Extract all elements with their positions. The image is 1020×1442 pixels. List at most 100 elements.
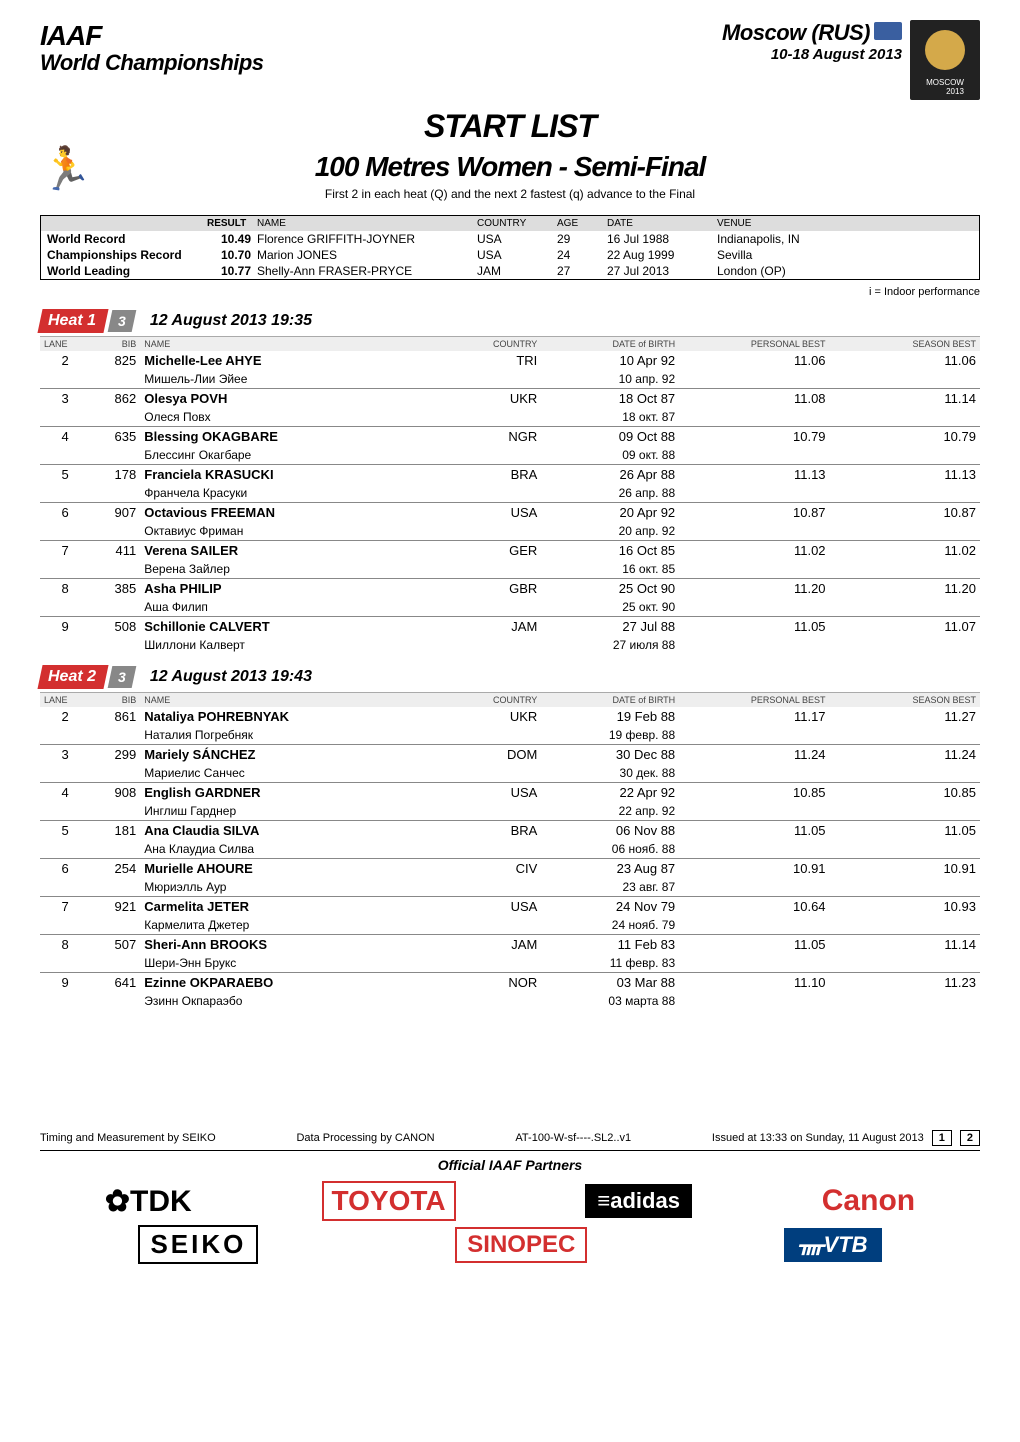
- dob: 03 Mar 88: [541, 973, 679, 993]
- tdk-logo: ✿TDK: [105, 1184, 192, 1219]
- bib: 635: [90, 427, 140, 447]
- table-row: 6907Octavious FREEMANUSA20 Apr 9210.8710…: [40, 503, 980, 523]
- col-head-dob: DATE of BIRTH: [541, 693, 679, 708]
- country: JAM: [466, 935, 541, 955]
- heat-time: 12 August 2013 19:35: [150, 312, 312, 330]
- dob-alt: 19 февр. 88: [541, 726, 679, 745]
- dob: 20 Apr 92: [541, 503, 679, 523]
- table-row: 4635Blessing OKAGBARENGR09 Oct 8810.7910…: [40, 427, 980, 447]
- runner-icon: 🏃: [40, 145, 92, 194]
- sb: 11.20: [830, 579, 980, 599]
- pb: 10.87: [679, 503, 829, 523]
- lane: 5: [40, 821, 90, 841]
- table-row-translit: Кармелита Джетер24 нояб. 79: [40, 916, 980, 935]
- bib: 178: [90, 465, 140, 485]
- country: USA: [466, 897, 541, 917]
- athlete-translit: Блессинг Окагбаре: [140, 446, 466, 465]
- table-row: 9641Ezinne OKPARAEBONOR03 Mar 8811.1011.…: [40, 973, 980, 993]
- record-date: 16 Jul 1988: [607, 232, 717, 246]
- lane: 9: [40, 617, 90, 637]
- bib: 921: [90, 897, 140, 917]
- bib: 411: [90, 541, 140, 561]
- athlete-translit: Инглиш Гарднер: [140, 802, 466, 821]
- sb: 11.23: [830, 973, 980, 993]
- athlete-translit: Шери-Энн Брукс: [140, 954, 466, 973]
- dob-alt: 10 апр. 92: [541, 370, 679, 389]
- table-row-translit: Шиллони Калверт27 июля 88: [40, 636, 980, 654]
- org-name: IAAF: [40, 20, 264, 52]
- country: BRA: [466, 821, 541, 841]
- pb: 10.64: [679, 897, 829, 917]
- pb: 11.08: [679, 389, 829, 409]
- pb: 11.02: [679, 541, 829, 561]
- dob-alt: 30 дек. 88: [541, 764, 679, 783]
- footer-bar: Timing and Measurement by SEIKO Data Pro…: [40, 1130, 980, 1151]
- bib: 907: [90, 503, 140, 523]
- record-country: USA: [477, 248, 557, 262]
- heat-time: 12 August 2013 19:43: [150, 668, 312, 686]
- lane: 4: [40, 427, 90, 447]
- col-head: VENUE: [717, 218, 973, 229]
- lane: 8: [40, 935, 90, 955]
- record-label: World Leading: [47, 264, 207, 278]
- athlete-name: Murielle AHOURE: [140, 859, 466, 879]
- col-head-country: COUNTRY: [466, 337, 541, 352]
- record-country: JAM: [477, 264, 557, 278]
- table-row: 7921Carmelita JETERUSA24 Nov 7910.6410.9…: [40, 897, 980, 917]
- bib: 862: [90, 389, 140, 409]
- athlete-name: Schillonie CALVERT: [140, 617, 466, 637]
- dob: 10 Apr 92: [541, 351, 679, 370]
- athlete-name: Ana Claudia SILVA: [140, 821, 466, 841]
- heat-block: Heat 2312 August 2013 19:43LANEBIBNAMECO…: [40, 664, 980, 1010]
- lane: 2: [40, 707, 90, 726]
- athlete-name: Nataliya POHREBNYAK: [140, 707, 466, 726]
- heat-ord: 3: [108, 666, 136, 688]
- dob-alt: 16 окт. 85: [541, 560, 679, 579]
- dates: 10-18 August 2013: [771, 46, 902, 63]
- record-age: 27: [557, 264, 607, 278]
- sb: 11.05: [830, 821, 980, 841]
- dob-alt: 27 июля 88: [541, 636, 679, 654]
- sb: 11.06: [830, 351, 980, 370]
- record-venue: London (OP): [717, 264, 973, 278]
- col-head-name: NAME: [140, 693, 466, 708]
- pb: 11.05: [679, 821, 829, 841]
- athlete-translit: Ана Клаудиа Силва: [140, 840, 466, 859]
- dob: 09 Oct 88: [541, 427, 679, 447]
- vtb-logo: ᚄVTB: [784, 1228, 881, 1262]
- dob: 24 Nov 79: [541, 897, 679, 917]
- sb: 11.13: [830, 465, 980, 485]
- dob: 19 Feb 88: [541, 707, 679, 726]
- table-row-translit: Аша Филип25 окт. 90: [40, 598, 980, 617]
- dob: 16 Oct 85: [541, 541, 679, 561]
- record-date: 27 Jul 2013: [607, 264, 717, 278]
- record-country: USA: [477, 232, 557, 246]
- col-head-sb: SEASON BEST: [830, 337, 980, 352]
- country: GER: [466, 541, 541, 561]
- pb: 10.85: [679, 783, 829, 803]
- col-head-lane: LANE: [40, 337, 90, 352]
- athlete-name: English GARDNER: [140, 783, 466, 803]
- city: Moscow (RUS): [722, 20, 870, 46]
- record-result: 10.70: [207, 248, 257, 262]
- country: CIV: [466, 859, 541, 879]
- col-head-name: NAME: [140, 337, 466, 352]
- dob-alt: 20 апр. 92: [541, 522, 679, 541]
- athlete-name: Verena SAILER: [140, 541, 466, 561]
- athlete-name: Carmelita JETER: [140, 897, 466, 917]
- dob-alt: 11 февр. 83: [541, 954, 679, 973]
- athlete-translit: Аша Филип: [140, 598, 466, 617]
- sb: 11.14: [830, 389, 980, 409]
- athlete-translit: Эзинн Окпараэбо: [140, 992, 466, 1010]
- col-head-lane: LANE: [40, 693, 90, 708]
- athlete-translit: Верена Зайлер: [140, 560, 466, 579]
- sb: 11.07: [830, 617, 980, 637]
- sponsor-row-1: ✿TDK TOYOTA ≡adidas Canon: [40, 1181, 980, 1221]
- subtitle: First 2 in each heat (Q) and the next 2 …: [40, 187, 980, 201]
- sb: 10.91: [830, 859, 980, 879]
- table-row-translit: Октавиус Фриман20 апр. 92: [40, 522, 980, 541]
- record-age: 24: [557, 248, 607, 262]
- sinopec-logo: SINOPEC: [455, 1227, 587, 1263]
- country: UKR: [466, 389, 541, 409]
- athlete-name: Michelle-Lee AHYE: [140, 351, 466, 370]
